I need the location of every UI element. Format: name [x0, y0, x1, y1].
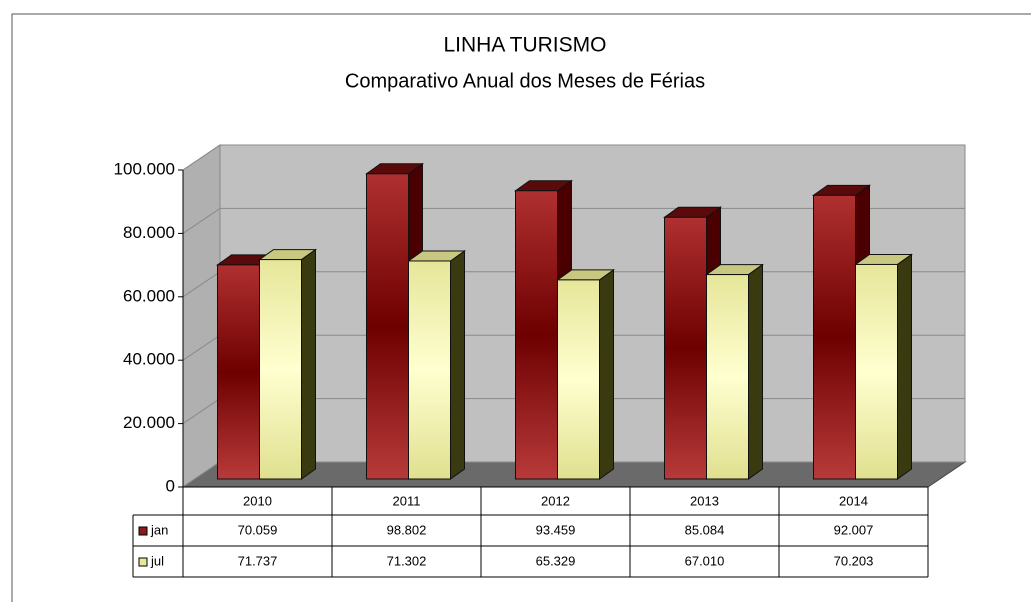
data-label: 93.459 — [536, 522, 576, 537]
data-label: 70.203 — [834, 553, 874, 568]
bar — [406, 250, 467, 480]
chart-subtitle: Comparativo Anual dos Meses de Férias — [345, 70, 705, 92]
bar — [257, 248, 318, 480]
x-tick-label: 2013 — [690, 493, 719, 508]
bar-face — [301, 248, 316, 480]
bar-face — [408, 260, 451, 480]
data-label: 67.010 — [685, 553, 725, 568]
grid-line — [182, 271, 221, 298]
data-label: 65.329 — [536, 553, 576, 568]
data-label: 85.084 — [685, 522, 725, 537]
legend-label: jul — [150, 553, 164, 568]
grid-line — [182, 207, 221, 234]
legend-label: jan — [150, 522, 168, 537]
x-tick-label: 2011 — [393, 493, 421, 508]
bar-face — [366, 173, 409, 480]
bar-face — [450, 250, 465, 480]
bar-face — [557, 279, 600, 480]
y-tick-label: 0 — [166, 476, 175, 495]
data-label: 71.737 — [238, 553, 278, 568]
bar-face — [664, 216, 707, 480]
bar-face — [217, 264, 260, 480]
bar — [704, 263, 765, 480]
data-label: 98.802 — [387, 522, 427, 537]
bar — [364, 162, 425, 480]
bar — [555, 268, 616, 480]
y-tick-label: 100.000 — [114, 159, 175, 178]
data-label: 92.007 — [834, 522, 874, 537]
y-tick-label: 40.000 — [123, 350, 175, 369]
bar-face — [599, 268, 614, 480]
grid-line — [182, 144, 221, 171]
grid-line — [182, 461, 221, 488]
y-tick-label: 60.000 — [123, 286, 175, 305]
bar-face — [855, 263, 898, 480]
bar-face — [813, 194, 856, 480]
bar-face — [748, 263, 763, 480]
bar — [853, 253, 914, 480]
bar-face — [515, 190, 558, 480]
x-tick-label: 2010 — [243, 493, 272, 508]
bar-face — [897, 253, 912, 480]
data-label: 71.302 — [387, 553, 427, 568]
legend-swatch — [138, 526, 148, 536]
y-tick-label: 20.000 — [123, 413, 175, 432]
bar-face — [706, 274, 749, 480]
data-label: 70.059 — [238, 522, 278, 537]
legend-swatch — [138, 557, 148, 567]
x-tick-label: 2014 — [839, 493, 868, 508]
y-tick-label: 80.000 — [123, 223, 175, 242]
side-wall — [182, 144, 221, 488]
bar-face — [259, 259, 302, 480]
chart-title: LINHA TURISMO — [444, 34, 607, 57]
x-tick-label: 2012 — [541, 493, 570, 508]
grid-line — [182, 398, 221, 425]
grid-line — [182, 334, 221, 361]
